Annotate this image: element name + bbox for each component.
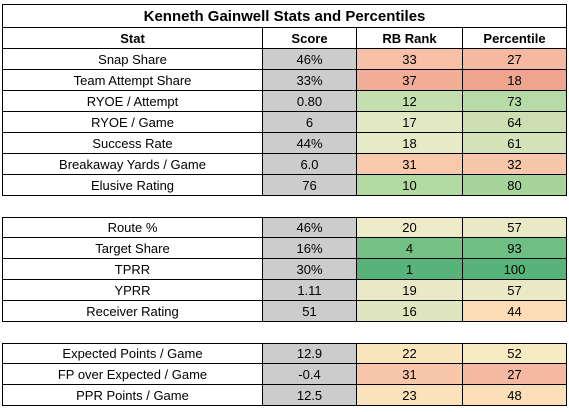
header-row: Stat Score RB Rank Percentile	[2, 28, 567, 49]
stat-cell: Elusive Rating	[2, 175, 263, 196]
header-stat: Stat	[2, 28, 263, 49]
stat-cell: PPR Points / Game	[2, 385, 263, 406]
percentile-cell: 57	[463, 280, 567, 301]
score-cell: 46%	[263, 49, 357, 70]
percentile-cell: 48	[463, 385, 567, 406]
stat-cell: Receiver Rating	[2, 301, 263, 322]
score-cell: 12.9	[263, 343, 357, 364]
table-row: Success Rate 44% 18 61	[2, 133, 567, 154]
table-row: Elusive Rating 76 10 80	[2, 175, 567, 196]
rank-cell: 19	[357, 280, 463, 301]
percentile-cell: 57	[463, 217, 567, 238]
rank-cell: 4	[357, 238, 463, 259]
score-cell: 33%	[263, 70, 357, 91]
rank-cell: 16	[357, 301, 463, 322]
table-row: PPR Points / Game 12.5 23 48	[2, 385, 567, 406]
score-cell: 12.5	[263, 385, 357, 406]
rank-cell: 17	[357, 112, 463, 133]
percentile-cell: 32	[463, 154, 567, 175]
rank-cell: 1	[357, 259, 463, 280]
stat-cell: TPRR	[2, 259, 263, 280]
table-row: RYOE / Attempt 0.80 12 73	[2, 91, 567, 112]
header-rank: RB Rank	[357, 28, 463, 49]
percentile-cell: 27	[463, 49, 567, 70]
percentile-cell: 100	[463, 259, 567, 280]
score-cell: 30%	[263, 259, 357, 280]
stat-cell: Route %	[2, 217, 263, 238]
stat-cell: Team Attempt Share	[2, 70, 263, 91]
stat-cell: YPRR	[2, 280, 263, 301]
stat-cell: Success Rate	[2, 133, 263, 154]
table-row: YPRR 1.11 19 57	[2, 280, 567, 301]
stat-cell: FP over Expected / Game	[2, 364, 263, 385]
score-cell: 44%	[263, 133, 357, 154]
percentile-cell: 27	[463, 364, 567, 385]
section-spacer	[2, 322, 567, 343]
rank-cell: 37	[357, 70, 463, 91]
score-cell: 16%	[263, 238, 357, 259]
rank-cell: 33	[357, 49, 463, 70]
table-body: Snap Share 46% 33 27 Team Attempt Share 33% 37…	[2, 49, 567, 406]
percentile-cell: 44	[463, 301, 567, 322]
percentile-cell: 93	[463, 238, 567, 259]
rank-cell: 10	[357, 175, 463, 196]
percentile-cell: 61	[463, 133, 567, 154]
score-cell: 6.0	[263, 154, 357, 175]
table-row: Route % 46% 20 57	[2, 217, 567, 238]
table-row: Receiver Rating 51 16 44	[2, 301, 567, 322]
rank-cell: 31	[357, 364, 463, 385]
table-title: Kenneth Gainwell Stats and Percentiles	[2, 4, 567, 28]
score-cell: 46%	[263, 217, 357, 238]
rank-cell: 18	[357, 133, 463, 154]
score-cell: 0.80	[263, 91, 357, 112]
score-cell: 6	[263, 112, 357, 133]
rank-cell: 20	[357, 217, 463, 238]
percentile-cell: 64	[463, 112, 567, 133]
stat-cell: Breakaway Yards / Game	[2, 154, 263, 175]
table-row: Target Share 16% 4 93	[2, 238, 567, 259]
score-cell: 76	[263, 175, 357, 196]
table-row: TPRR 30% 1 100	[2, 259, 567, 280]
percentile-cell: 18	[463, 70, 567, 91]
rank-cell: 12	[357, 91, 463, 112]
table-row: Team Attempt Share 33% 37 18	[2, 70, 567, 91]
table-row: Snap Share 46% 33 27	[2, 49, 567, 70]
stat-cell: Target Share	[2, 238, 263, 259]
rank-cell: 23	[357, 385, 463, 406]
stat-cell: RYOE / Attempt	[2, 91, 263, 112]
percentile-cell: 73	[463, 91, 567, 112]
title-row: Kenneth Gainwell Stats and Percentiles	[2, 4, 567, 28]
rank-cell: 22	[357, 343, 463, 364]
stat-cell: Expected Points / Game	[2, 343, 263, 364]
score-cell: 51	[263, 301, 357, 322]
stat-cell: Snap Share	[2, 49, 263, 70]
header-score: Score	[263, 28, 357, 49]
score-cell: -0.4	[263, 364, 357, 385]
stats-table: Kenneth Gainwell Stats and Percentiles S…	[2, 4, 567, 406]
stat-cell: RYOE / Game	[2, 112, 263, 133]
percentile-cell: 80	[463, 175, 567, 196]
table-row: Breakaway Yards / Game 6.0 31 32	[2, 154, 567, 175]
section-spacer	[2, 196, 567, 217]
score-cell: 1.11	[263, 280, 357, 301]
table-row: Expected Points / Game 12.9 22 52	[2, 343, 567, 364]
header-percentile: Percentile	[463, 28, 567, 49]
rank-cell: 31	[357, 154, 463, 175]
percentile-cell: 52	[463, 343, 567, 364]
table-row: RYOE / Game 6 17 64	[2, 112, 567, 133]
table-row: FP over Expected / Game -0.4 31 27	[2, 364, 567, 385]
